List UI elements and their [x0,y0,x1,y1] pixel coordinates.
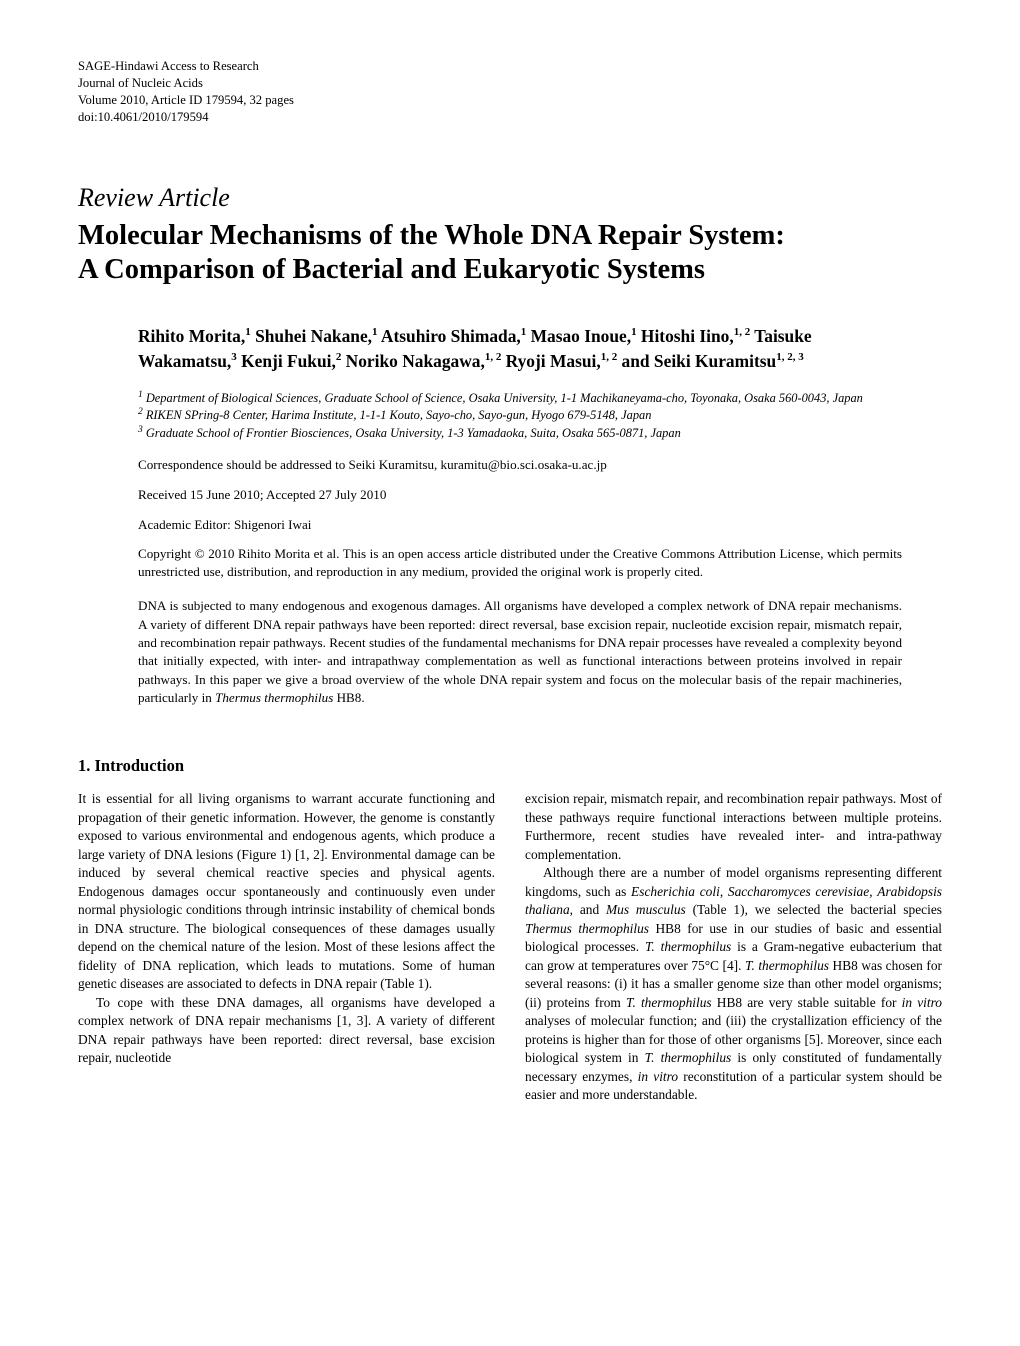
journal-name: Journal of Nucleic Acids [78,75,942,92]
page-root: SAGE-Hindawi Access to Research Journal … [0,0,1020,1346]
affiliation-1-text: Department of Biological Sciences, Gradu… [146,391,863,405]
affiliation-3-text: Graduate School of Frontier Biosciences,… [146,426,681,440]
intro-paragraph-2: To cope with these DNA damages, all orga… [78,994,495,1068]
authors-block: Rihito Morita,1 Shuhei Nakane,1 Atsuhiro… [138,324,902,374]
title-line-2: A Comparison of Bacterial and Eukaryotic… [78,253,942,288]
intro-paragraph-4: Although there are a number of model org… [525,864,942,1105]
section-1-heading: 1. Introduction [78,755,495,778]
access-line: SAGE-Hindawi Access to Research [78,58,942,75]
article-type: Review Article [78,184,942,213]
affiliation-2: 2 RIKEN SPring-8 Center, Harima Institut… [138,406,902,424]
doi-line: doi:10.4061/2010/179594 [78,109,942,126]
affiliations-block: 1 Department of Biological Sciences, Gra… [138,389,902,443]
dates-line: Received 15 June 2010; Accepted 27 July … [138,486,902,504]
correspondence-line: Correspondence should be addressed to Se… [138,456,902,474]
volume-line: Volume 2010, Article ID 179594, 32 pages [78,92,942,109]
journal-header: SAGE-Hindawi Access to Research Journal … [78,58,942,126]
title-line-1: Molecular Mechanisms of the Whole DNA Re… [78,219,942,254]
copyright-block: Copyright © 2010 Rihito Morita et al. Th… [138,545,902,581]
intro-paragraph-3: excision repair, mismatch repair, and re… [525,790,942,864]
intro-paragraph-1: It is essential for all living organisms… [78,790,495,994]
article-title: Molecular Mechanisms of the Whole DNA Re… [78,219,942,289]
left-column: 1. Introduction It is essential for all … [78,755,495,1104]
right-column: . excision repair, mismatch repair, and … [525,755,942,1104]
affiliation-2-text: RIKEN SPring-8 Center, Harima Institute,… [146,409,652,423]
editor-line: Academic Editor: Shigenori Iwai [138,516,902,534]
affiliation-3: 3 Graduate School of Frontier Bioscience… [138,424,902,442]
abstract-block: DNA is subjected to many endogenous and … [138,597,902,707]
body-columns: 1. Introduction It is essential for all … [78,755,942,1104]
affiliation-1: 1 Department of Biological Sciences, Gra… [138,389,902,407]
